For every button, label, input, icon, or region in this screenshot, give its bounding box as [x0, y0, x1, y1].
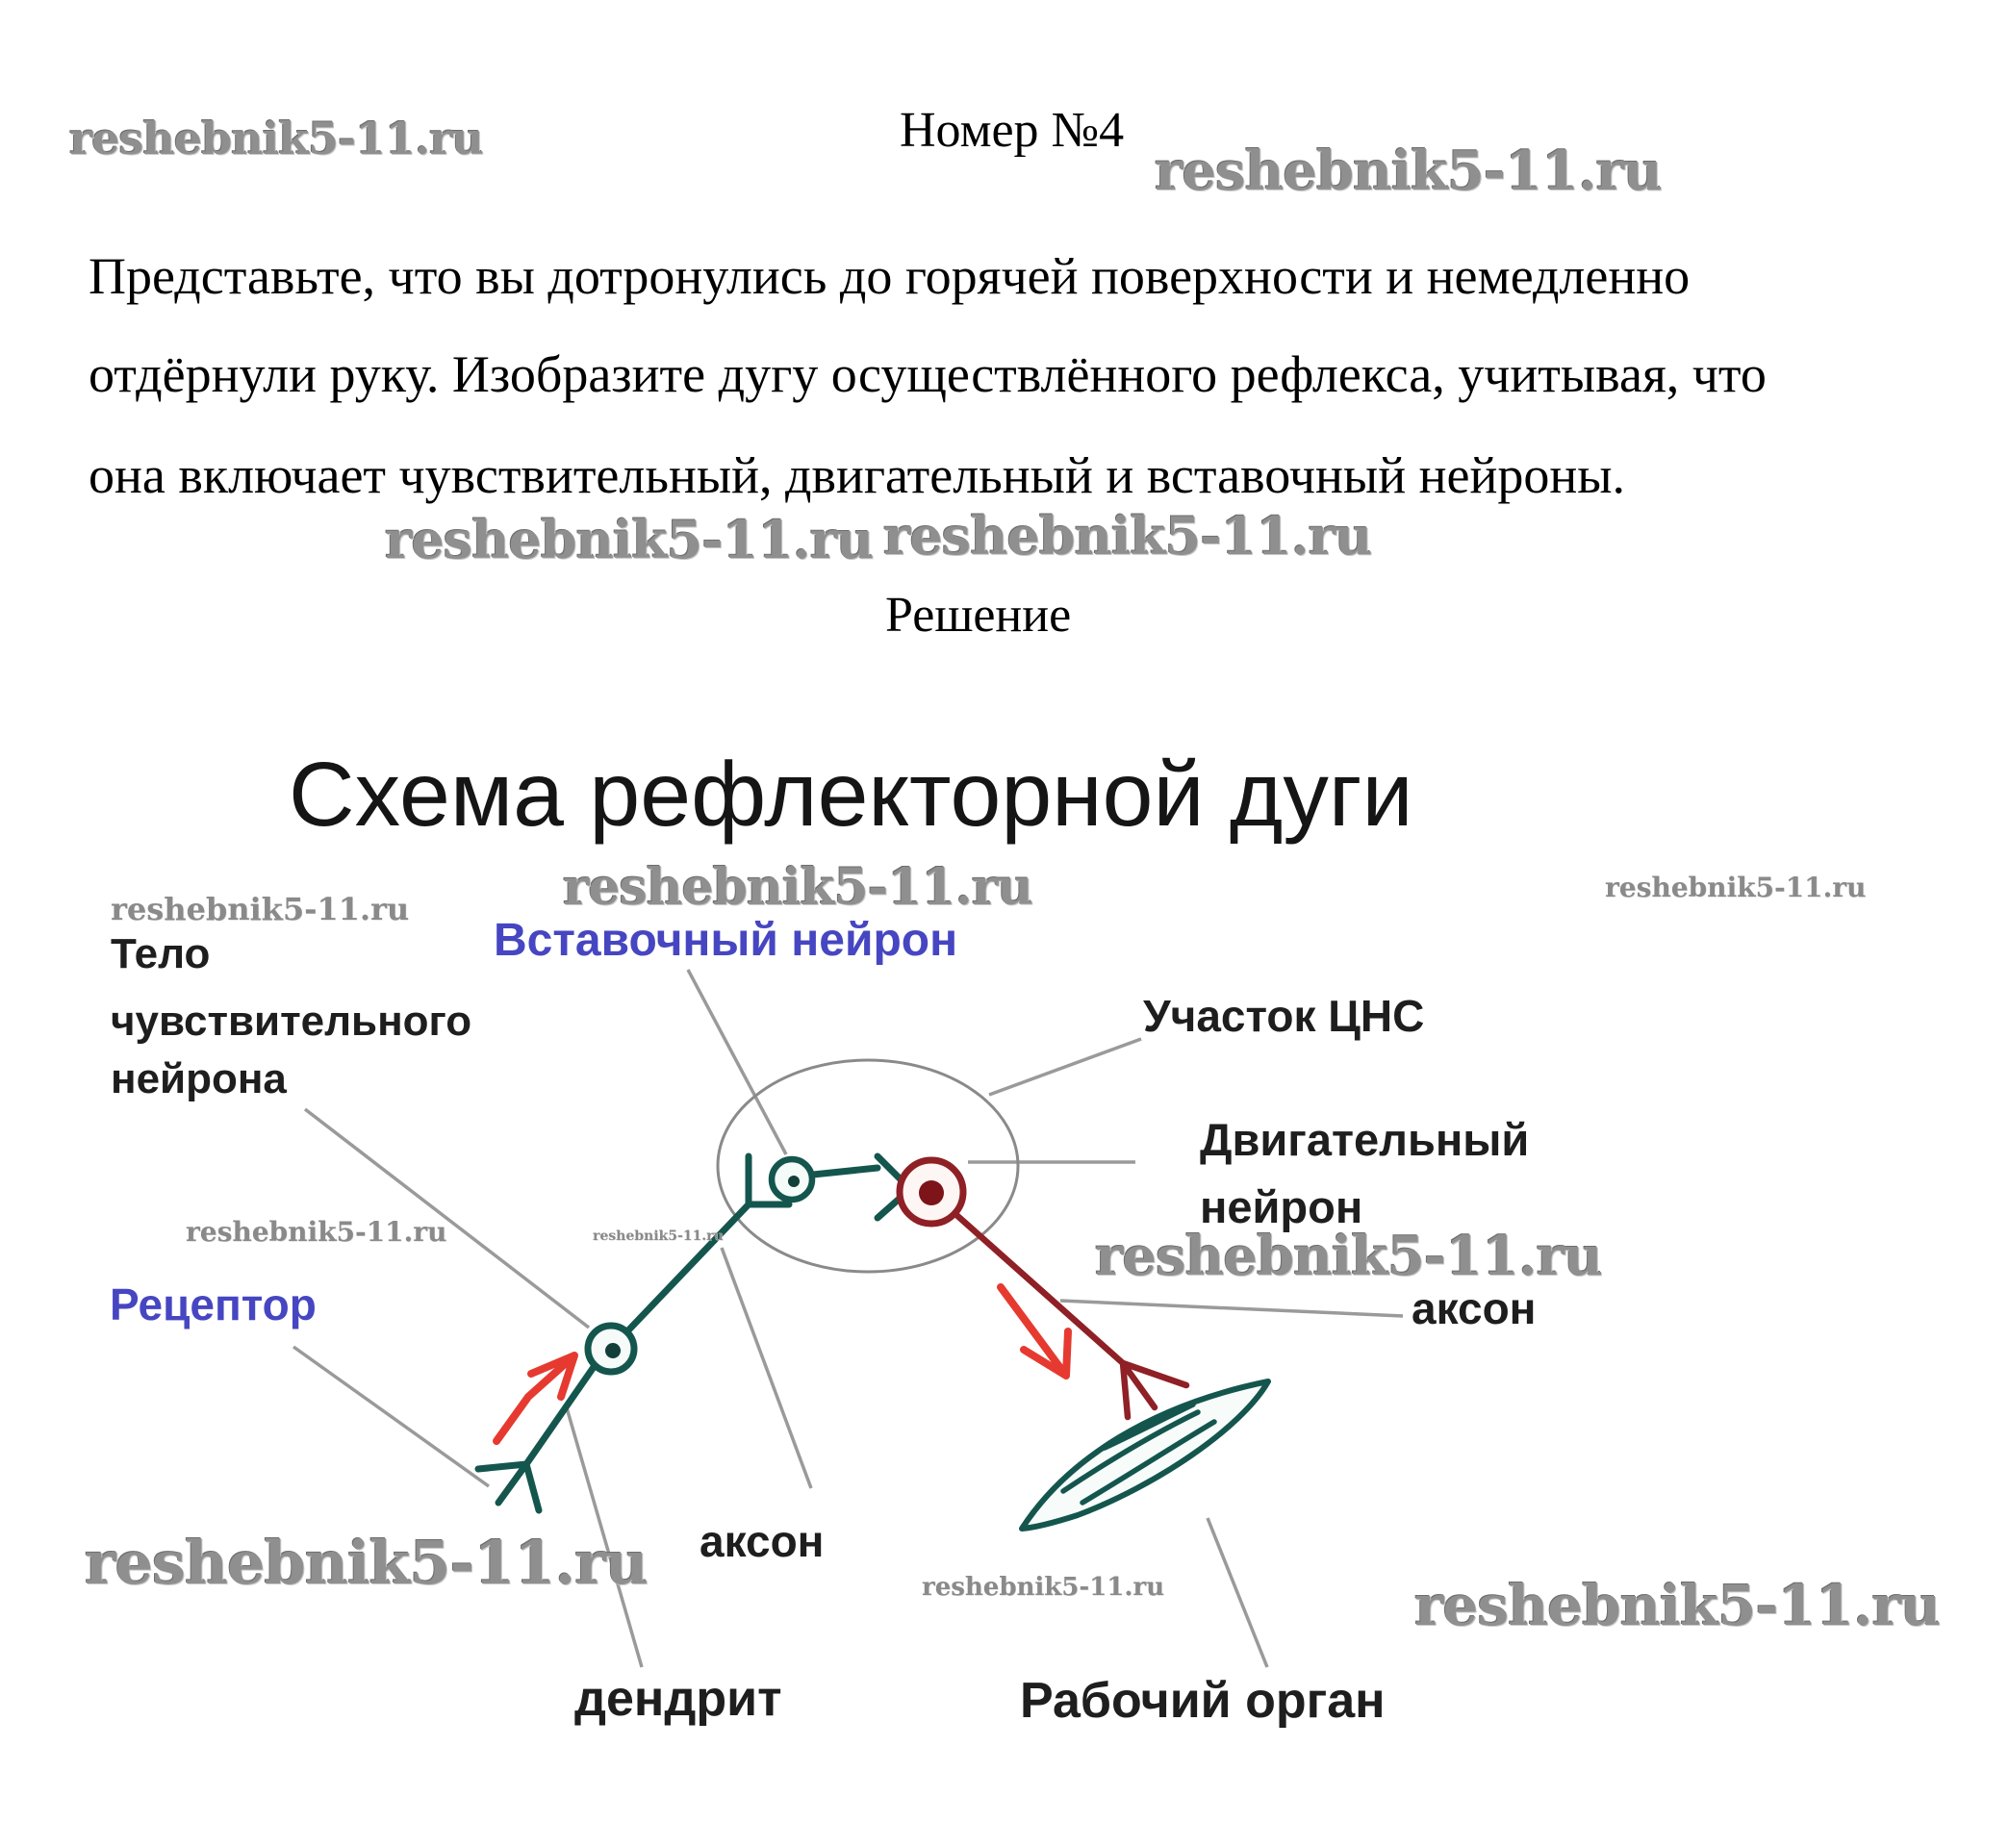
- muscle-fiber-lines: [1060, 1402, 1217, 1506]
- watermark-bottom-left: reshebnik5-11.ru: [85, 1528, 649, 1598]
- receptor-endings: [474, 1460, 543, 1514]
- problem-text-line-2: отдёрнули руку. Изобразите дугу осуществ…: [89, 345, 1767, 403]
- sensory-neuron-nucleus-dot: [605, 1343, 621, 1358]
- motor-axon-line: [952, 1210, 1127, 1367]
- problem-text-line-3: она включает чувствительный, двигательны…: [89, 446, 1626, 504]
- label-sensory-body-line-2: чувствительного: [111, 998, 472, 1045]
- label-motor-neuron-line-1: Двигательный: [1200, 1114, 1530, 1165]
- muscle-outline: [1019, 1379, 1271, 1532]
- efferent-direction-arrow: [997, 1283, 1072, 1380]
- label-axon-center: аксон: [700, 1516, 825, 1566]
- page-title: Номер №4: [900, 103, 1125, 158]
- callout-axon-right-line: [1059, 1299, 1404, 1318]
- label-interneuron: Вставочный нейрон: [494, 915, 958, 966]
- sensory-axon-terminal-bracket: [745, 1152, 793, 1208]
- label-receptor: Рецептор: [110, 1279, 317, 1329]
- callout-working-organ-line: [1206, 1517, 1269, 1668]
- watermark-receptor-area: reshebnik5-11.ru: [186, 1216, 447, 1248]
- watermark-motor-area: reshebnik5-11.ru: [1095, 1225, 1603, 1288]
- callout-receptor-line: [292, 1345, 491, 1488]
- watermark-top-left: reshebnik5-11.ru: [69, 113, 484, 165]
- watermark-bottom-right: reshebnik5-11.ru: [1414, 1573, 1941, 1638]
- watermark-top-right: reshebnik5-11.ru: [1155, 139, 1663, 203]
- motor-neuron-nucleus-dot: [919, 1180, 944, 1205]
- motor-axon-terminal-branches: [1119, 1359, 1190, 1421]
- callout-cns-line: [988, 1037, 1142, 1097]
- watermark-diagram-right: reshebnik5-11.ru: [1605, 872, 1867, 903]
- label-sensory-body-line-3: нейрона: [111, 1055, 287, 1102]
- callout-interneuron-line: [686, 969, 788, 1155]
- diagram-title: Схема рефлекторной дуги: [289, 744, 1413, 846]
- label-working-organ: Рабочий орган: [1020, 1673, 1386, 1729]
- label-dendrite: дендрит: [574, 1671, 782, 1727]
- sensory-axon-line: [623, 1201, 752, 1335]
- cns-region-ellipse: [716, 1058, 1020, 1274]
- problem-text-line-1: Представьте, что вы дотронулись до горяч…: [89, 247, 1691, 305]
- watermark-diagram-left: reshebnik5-11.ru: [111, 891, 410, 927]
- interneuron-axon-line: [809, 1164, 881, 1178]
- afferent-direction-arrow: [493, 1352, 578, 1445]
- label-sensory-body-line-1: Тело: [111, 930, 211, 977]
- watermark-bottom-center: reshebnik5-11.ru: [922, 1573, 1165, 1602]
- interneuron-nucleus-dot: [788, 1176, 800, 1187]
- watermark-tiny-center: reshebnik5-11.ru: [593, 1228, 724, 1244]
- label-motor-neuron-line-2: нейрон: [1200, 1181, 1363, 1232]
- label-axon-right: аксон: [1412, 1283, 1537, 1333]
- callout-axon-center-line: [720, 1247, 813, 1489]
- callout-dendrite-line: [564, 1404, 644, 1668]
- watermark-mid-right: reshebnik5-11.ru: [883, 505, 1372, 567]
- solution-heading: Решение: [885, 588, 1072, 643]
- dendrite-line: [522, 1363, 598, 1468]
- callout-sensory-body-line: [303, 1107, 591, 1329]
- watermark-diagram-center: reshebnik5-11.ru: [563, 858, 1033, 917]
- watermark-mid-left: reshebnik5-11.ru: [385, 509, 874, 570]
- label-cns: Участок ЦНС: [1143, 991, 1425, 1041]
